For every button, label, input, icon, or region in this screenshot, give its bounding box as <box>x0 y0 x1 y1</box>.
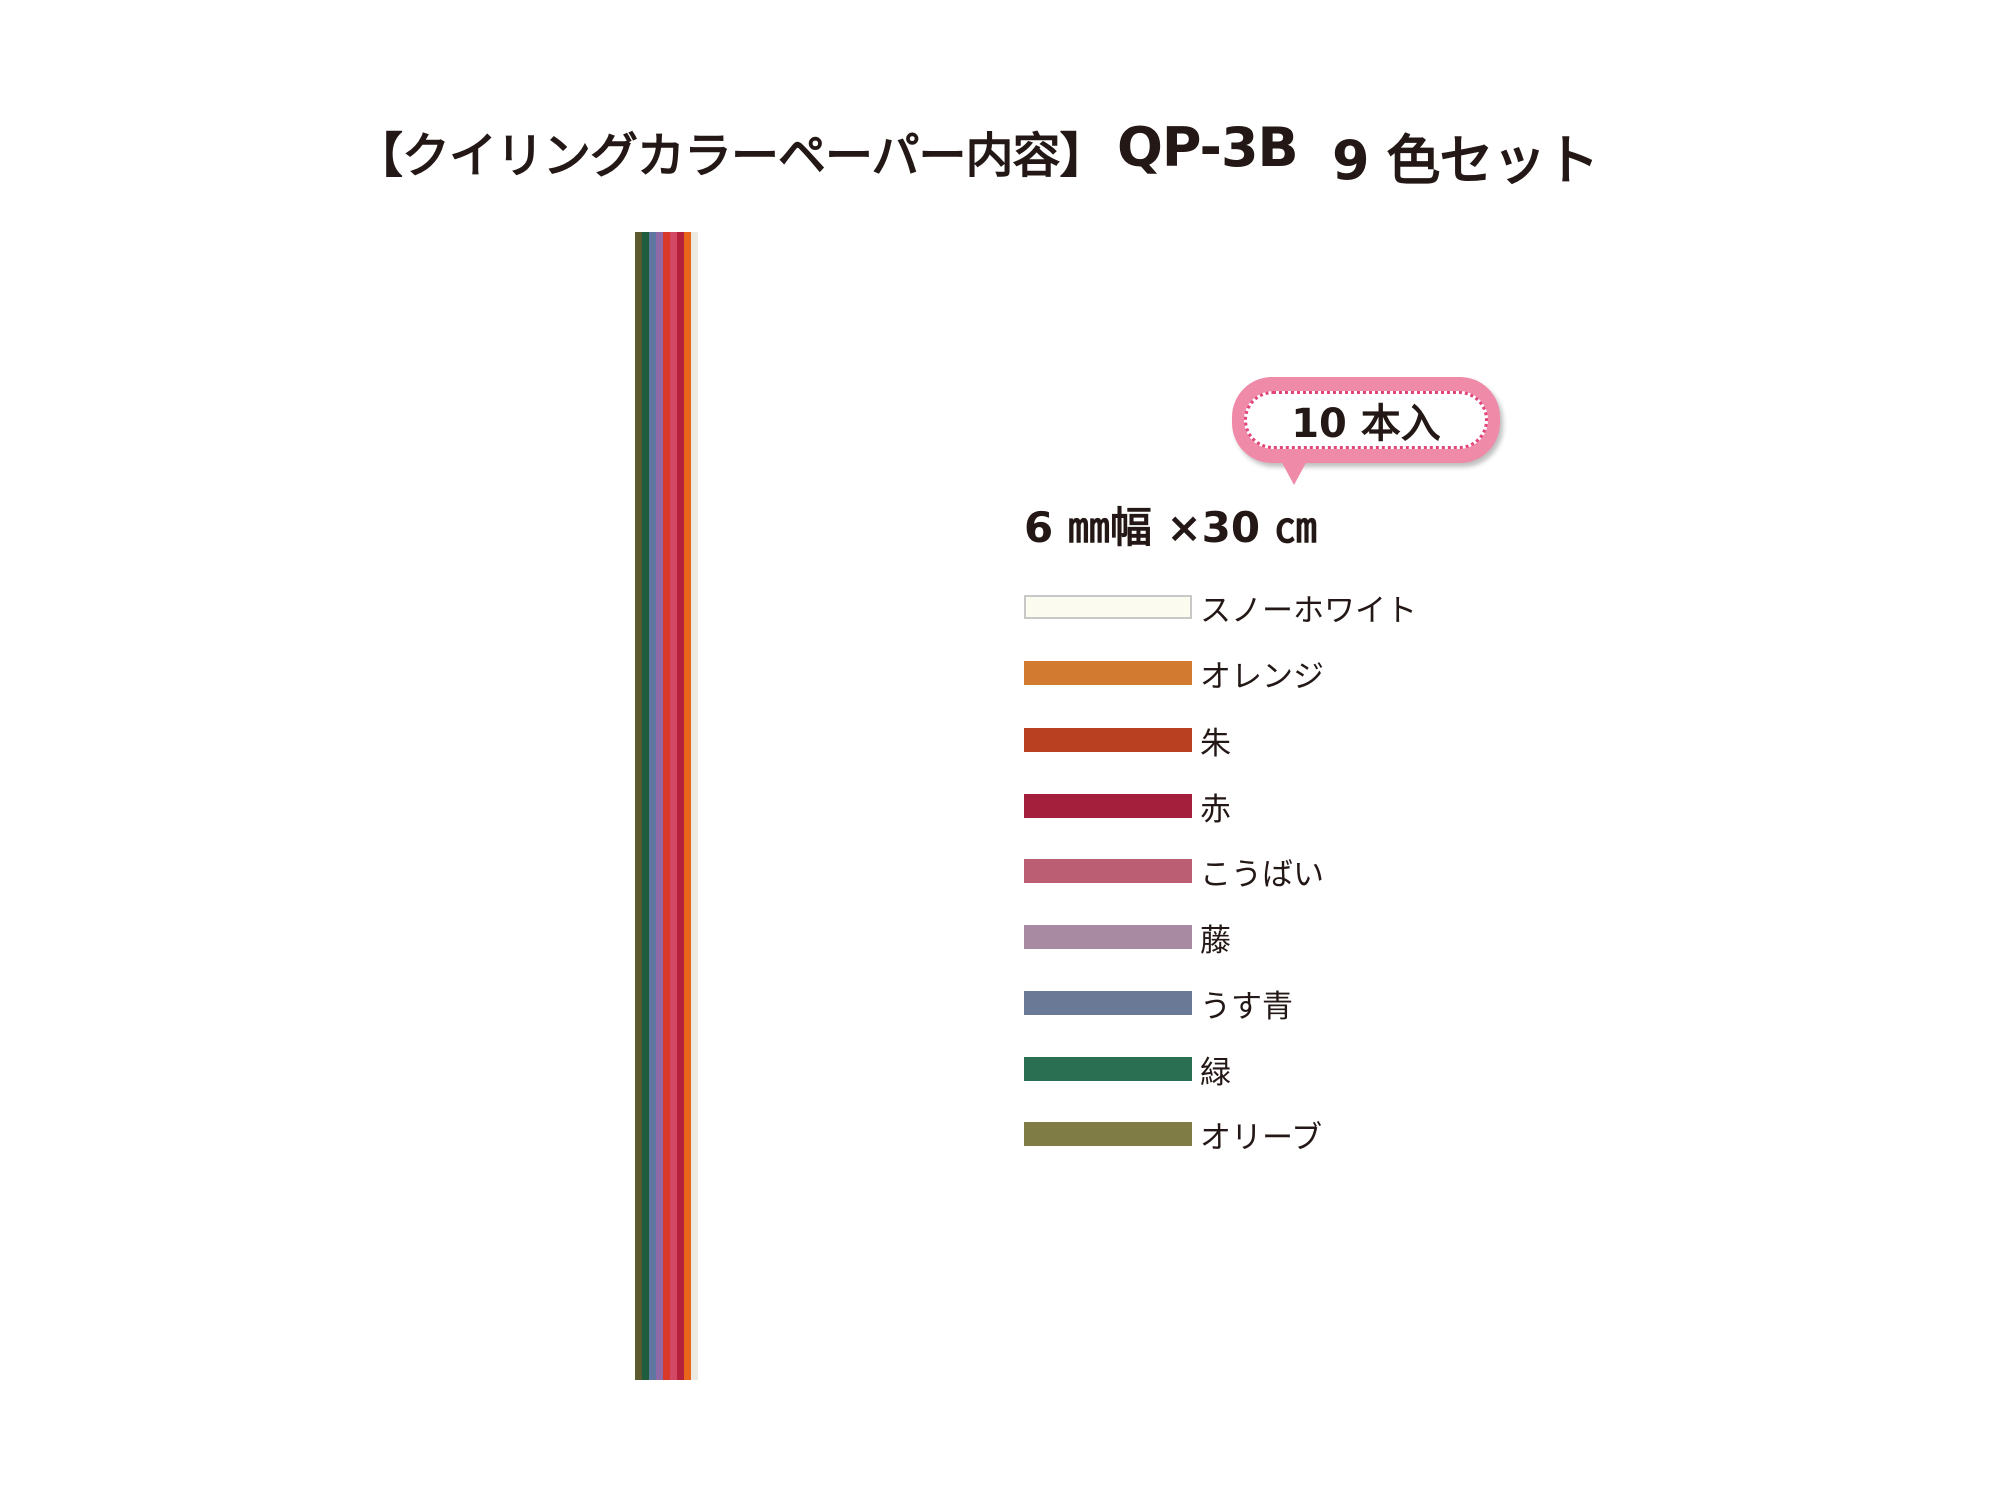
color-name: スノーホワイト <box>1200 592 1417 629</box>
paper-strip <box>684 232 691 1380</box>
color-swatch <box>1024 925 1192 949</box>
color-name: うす青 <box>1200 988 1293 1025</box>
color-name: オリーブ <box>1200 1119 1323 1156</box>
color-name: こうばい <box>1200 856 1324 893</box>
color-item: スノーホワイト <box>1024 587 1417 629</box>
color-swatch <box>1024 728 1192 752</box>
color-swatch <box>1024 1057 1192 1081</box>
set-name: 9 色セット <box>1332 129 1599 192</box>
color-item: 緑 <box>1024 1049 1231 1091</box>
paper-strip <box>663 232 670 1380</box>
color-swatch <box>1024 1122 1192 1146</box>
size-spec: 6 ㎜幅 ×30 ㎝ <box>1024 503 1317 552</box>
color-name: 藤 <box>1200 922 1231 959</box>
paper-strip <box>670 232 677 1380</box>
color-item: うす青 <box>1024 983 1293 1025</box>
page-title: 【クイリングカラーペーパー内容】 <box>355 128 1108 184</box>
color-item: オリーブ <box>1024 1114 1323 1156</box>
paper-strip <box>677 232 684 1380</box>
quantity-badge-text: 10 本入 <box>1244 391 1488 449</box>
paper-strips-image <box>635 232 698 1380</box>
color-item: オレンジ <box>1024 653 1324 695</box>
color-name: オレンジ <box>1200 658 1324 695</box>
color-swatch <box>1024 794 1192 818</box>
paper-strip <box>656 232 663 1380</box>
color-swatch <box>1024 661 1192 685</box>
paper-strip <box>691 232 698 1380</box>
quantity-badge: 10 本入 <box>1232 377 1500 485</box>
color-swatch <box>1024 859 1192 883</box>
color-item: こうばい <box>1024 851 1324 893</box>
product-code: QP-3B <box>1117 116 1299 179</box>
color-name: 緑 <box>1200 1054 1231 1091</box>
color-swatch <box>1024 991 1192 1015</box>
color-name: 赤 <box>1200 791 1231 828</box>
paper-strip <box>642 232 649 1380</box>
color-swatch <box>1024 595 1192 619</box>
color-name: 朱 <box>1200 725 1231 762</box>
color-item: 赤 <box>1024 786 1231 828</box>
paper-strip <box>649 232 656 1380</box>
color-item: 朱 <box>1024 720 1231 762</box>
color-item: 藤 <box>1024 917 1231 959</box>
paper-strip <box>635 232 642 1380</box>
